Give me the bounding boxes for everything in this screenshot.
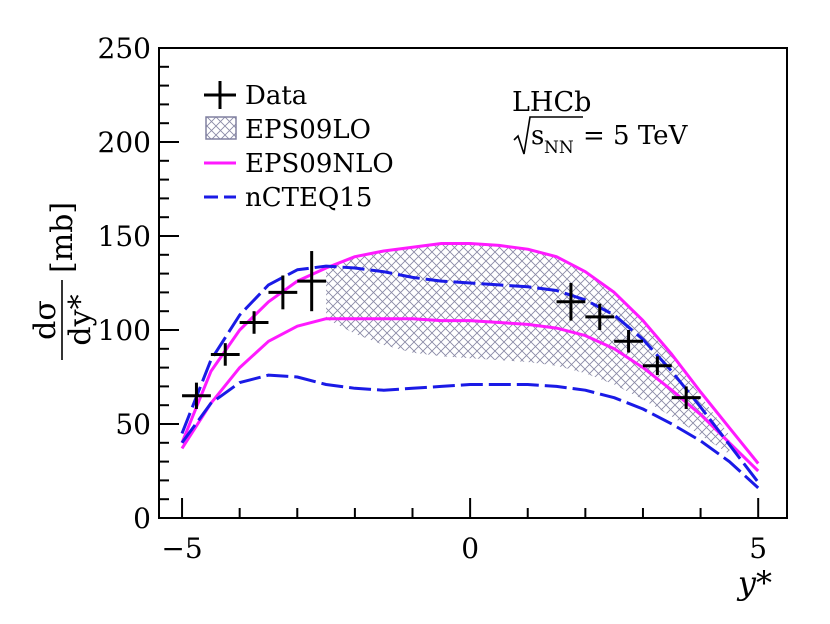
data-point — [556, 283, 586, 321]
energy-value: = 5 TeV — [583, 121, 689, 151]
data-point — [182, 382, 211, 409]
data-point — [614, 330, 643, 353]
data-point — [268, 275, 298, 310]
y-tick-label: 200 — [98, 126, 151, 159]
energy-s: s — [531, 121, 544, 151]
x-tick-label: 5 — [749, 532, 767, 565]
legend: Data EPS09LO EPS09NLO nCTEQ15 — [204, 81, 394, 213]
experiment-label: LHCb — [512, 87, 591, 118]
legend-label-eps09lo: EPS09LO — [245, 115, 371, 145]
legend-entry-ncteq15: nCTEQ15 — [204, 183, 372, 213]
data-point — [239, 311, 269, 334]
data-point — [297, 251, 327, 312]
y-tick-label: 0 — [133, 502, 151, 535]
y-tick-label: 50 — [115, 408, 151, 441]
y-tick-label: 150 — [98, 220, 151, 253]
ncteq15-lower-line — [180, 373, 760, 490]
legend-label-eps09nlo: EPS09NLO — [245, 149, 394, 179]
legend-entry-eps09nlo: EPS09NLO — [204, 149, 394, 179]
energy-label: s NN = 5 TeV — [513, 116, 689, 158]
theory-lines-layer — [180, 242, 760, 490]
eps09nlo-lower-line — [180, 317, 760, 473]
sqrt-symbol — [513, 116, 583, 155]
energy-subscript: NN — [544, 138, 574, 158]
eps09lo-band — [326, 243, 730, 455]
y-tick-label: 100 — [98, 314, 151, 347]
plot-frame — [158, 47, 788, 519]
y-axis-label-denominator: dy* — [63, 294, 98, 345]
legend-entry-eps09lo: EPS09LO — [205, 115, 371, 145]
axis-ticks: 0 50 100 150 200 250 −5 0 5 — [98, 32, 768, 565]
legend-label-ncteq15: nCTEQ15 — [245, 183, 372, 213]
y-tick-label: 250 — [98, 32, 151, 65]
y-axis-label-unit: [mb] — [45, 202, 80, 273]
legend-eps09lo-swatch — [205, 116, 237, 140]
y-axis-label-numerator: dσ — [28, 300, 63, 340]
x-tick-label: −5 — [161, 532, 202, 565]
data-point — [642, 356, 672, 376]
legend-entry-data: Data — [204, 81, 307, 111]
ncteq15-upper-line — [180, 264, 760, 484]
x-axis-label: y* — [736, 564, 772, 602]
data-point — [210, 343, 240, 366]
data-points-layer — [182, 251, 701, 409]
eps09nlo-upper-line — [180, 242, 760, 465]
y-axis-label: dσ dy* [mb] — [28, 202, 98, 360]
data-point — [671, 386, 701, 409]
x-tick-label: 0 — [461, 532, 479, 565]
eps09lo-band-layer — [326, 243, 730, 455]
legend-label-data: Data — [245, 81, 307, 111]
data-point — [585, 303, 615, 330]
